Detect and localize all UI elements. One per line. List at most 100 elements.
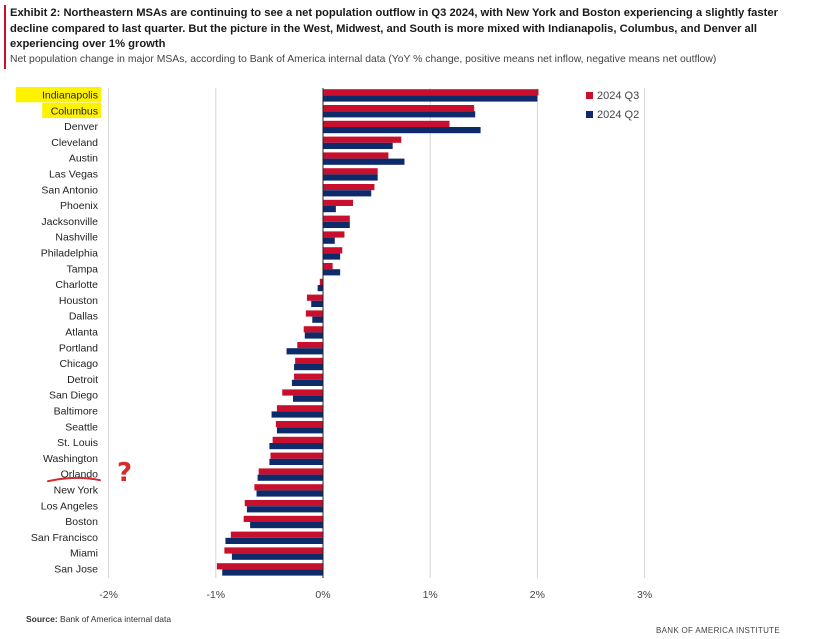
- bar-q3: [323, 89, 539, 96]
- bar-q2: [323, 221, 350, 228]
- bar-q2: [250, 522, 323, 529]
- bar-q3: [323, 168, 378, 175]
- category-label: San Diego: [49, 390, 98, 402]
- category-label: Charlotte: [55, 279, 98, 291]
- bar-q2: [271, 411, 323, 418]
- bar-q3: [230, 531, 323, 538]
- category-label: Dallas: [69, 311, 98, 323]
- annotation-question-mark: ?: [117, 458, 132, 488]
- category-label: New York: [54, 485, 99, 497]
- bar-q3: [254, 484, 323, 491]
- bar-q2: [269, 443, 323, 450]
- bar-q2: [276, 427, 323, 434]
- brand-label: BANK OF AMERICA INSTITUTE: [656, 626, 780, 635]
- source-text: Bank of America internal data: [60, 614, 172, 624]
- category-label: Portland: [59, 342, 98, 354]
- bar-q2: [323, 190, 372, 197]
- category-label: St. Louis: [57, 437, 98, 449]
- bar-q3: [272, 436, 323, 443]
- bar-q3: [243, 515, 323, 522]
- bar-q2: [256, 490, 323, 497]
- bar-q2: [246, 506, 323, 513]
- chart-subtitle: Net population change in major MSAs, acc…: [10, 54, 717, 65]
- category-label: Indianapolis: [42, 90, 98, 102]
- x-tick-label: 1%: [423, 589, 438, 601]
- bar-q3: [295, 357, 323, 364]
- category-label: Atlanta: [65, 327, 98, 339]
- bar-q3: [224, 547, 323, 554]
- bar-q2: [304, 332, 323, 339]
- category-label: Houston: [59, 295, 98, 307]
- category-label: Las Vegas: [49, 169, 98, 181]
- bar-q3: [297, 342, 323, 349]
- bar-q3: [276, 405, 323, 412]
- bar-q2: [286, 348, 323, 355]
- bar-q2: [222, 569, 323, 576]
- category-label: Washington: [43, 453, 98, 465]
- bar-q2: [323, 269, 341, 276]
- category-label: Tampa: [66, 263, 98, 275]
- category-label: Phoenix: [60, 200, 99, 212]
- bar-q2: [323, 158, 405, 165]
- bar-q2: [269, 458, 323, 465]
- bar-q3: [323, 215, 350, 222]
- bar-q3: [323, 263, 333, 270]
- x-tick-label: 2%: [530, 589, 545, 601]
- bar-q2: [225, 537, 323, 544]
- category-label: Detroit: [67, 374, 98, 386]
- category-label: Austin: [69, 153, 98, 165]
- bar-q2: [323, 253, 341, 260]
- category-label: Miami: [70, 548, 98, 560]
- bar-q3: [323, 136, 402, 143]
- bar-q3: [306, 294, 323, 301]
- category-label: Columbus: [51, 105, 98, 117]
- bar-q3: [323, 152, 389, 159]
- bar-q3: [323, 231, 345, 238]
- bar-q2: [292, 395, 323, 402]
- category-label: Denver: [64, 121, 98, 133]
- legend-label: 2024 Q2: [597, 109, 639, 121]
- legend-swatch: [586, 92, 593, 99]
- legend-swatch: [586, 111, 593, 118]
- bar-q2: [257, 474, 323, 481]
- chart-title: Exhibit 2: Northeastern MSAs are continu…: [10, 7, 778, 50]
- source-label: Source:: [26, 614, 58, 624]
- bar-q3: [323, 105, 475, 112]
- bar-q2: [323, 95, 538, 102]
- bar-q2: [323, 111, 476, 118]
- bar-q2: [323, 142, 393, 149]
- x-tick-label: -2%: [99, 589, 118, 601]
- category-label: Nashville: [55, 232, 98, 244]
- x-tick-label: 0%: [315, 589, 330, 601]
- category-label: Philadelphia: [41, 248, 98, 260]
- bar-q3: [319, 278, 323, 285]
- category-label: Los Angeles: [41, 500, 98, 512]
- category-highlight: [15, 87, 101, 103]
- category-label: Seattle: [65, 421, 98, 433]
- bar-q2: [311, 300, 323, 307]
- bar-q2: [323, 174, 378, 181]
- bar-q3: [323, 199, 354, 206]
- x-tick-label: 3%: [637, 589, 652, 601]
- bar-q3: [323, 184, 375, 191]
- header-accent-bar: [4, 5, 6, 69]
- bar-q2: [291, 379, 323, 386]
- bar-q2: [294, 364, 323, 371]
- category-label: San Francisco: [31, 532, 98, 544]
- bar-q3: [323, 247, 343, 254]
- bar-q2: [231, 553, 323, 560]
- x-tick-label: -1%: [206, 589, 225, 601]
- category-label: San Antonio: [41, 184, 98, 196]
- legend-label: 2024 Q3: [597, 90, 639, 102]
- category-label: Chicago: [59, 358, 98, 370]
- category-highlight: [42, 102, 101, 119]
- bar-q3: [303, 326, 323, 333]
- bar-q3: [216, 563, 323, 570]
- source-note: Source: Bank of America internal data: [26, 614, 171, 624]
- bar-q2: [317, 285, 323, 292]
- bar-q2: [323, 237, 335, 244]
- bar-q2: [323, 127, 481, 134]
- bar-q3: [294, 373, 323, 380]
- category-label: Boston: [65, 516, 98, 528]
